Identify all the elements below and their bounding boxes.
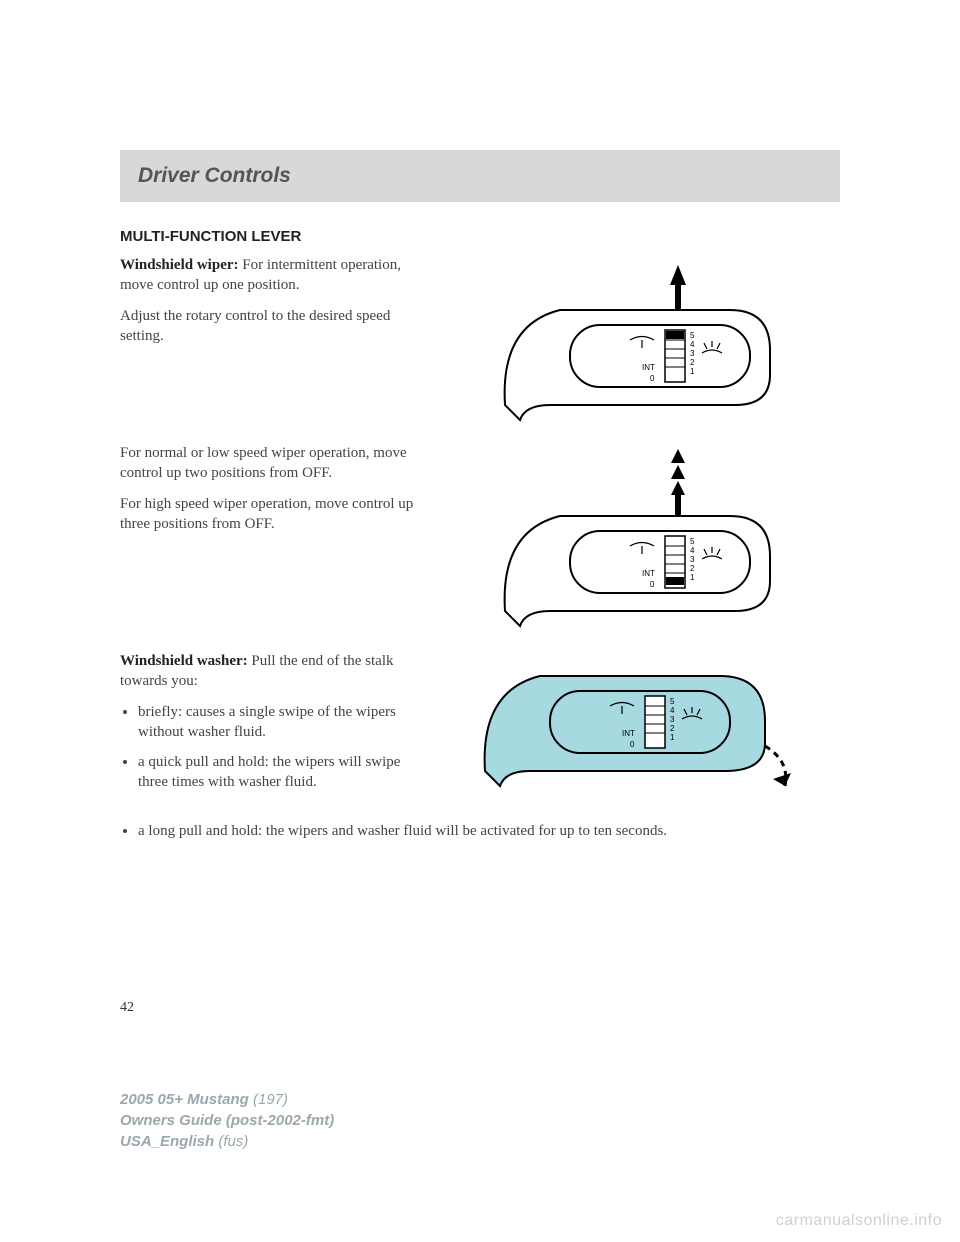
svg-text:2: 2 [670, 724, 675, 733]
svg-text:0: 0 [630, 740, 635, 749]
scale-5: 5 [690, 331, 695, 340]
lever-diagram-icon: 5 4 3 2 1 INT 0 [465, 651, 805, 801]
block-wiper-speed: For normal or low speed wiper operation,… [120, 443, 840, 633]
page-container: Driver Controls MULTI-FUNCTION LEVER Win… [0, 0, 960, 841]
footer-line: 2005 05+ Mustang (197) [120, 1089, 334, 1110]
list-item: a long pull and hold: the wipers and was… [138, 821, 778, 841]
svg-text:1: 1 [670, 733, 675, 742]
figure-lever-1: 5 4 3 2 1 INT 0 [430, 255, 840, 425]
zero-label: 0 [650, 374, 655, 383]
svg-text:INT: INT [642, 569, 655, 578]
text-col: For normal or low speed wiper operation,… [120, 443, 420, 633]
svg-text:INT: INT [622, 729, 635, 738]
lead-wiper: Windshield wiper: [120, 257, 239, 273]
block-washer: Windshield washer: Pull the end of the s… [120, 651, 840, 803]
svg-text:3: 3 [690, 555, 695, 564]
wide-bullet-list: a long pull and hold: the wipers and was… [138, 821, 778, 841]
paragraph: For high speed wiper operation, move con… [120, 494, 420, 535]
lever-diagram-icon: 5 4 3 2 1 INT 0 [470, 255, 800, 425]
page-title: Driver Controls [138, 164, 822, 188]
svg-text:2: 2 [690, 564, 695, 573]
int-label: INT [642, 363, 655, 372]
scale-4: 4 [690, 340, 695, 349]
block-wiper-intermittent: Windshield wiper: For intermittent opera… [120, 255, 840, 425]
paragraph: Windshield wiper: For intermittent opera… [120, 255, 420, 296]
footer: 2005 05+ Mustang (197) Owners Guide (pos… [120, 1089, 334, 1152]
footer-line: Owners Guide (post-2002-fmt) [120, 1110, 334, 1131]
page-number: 42 [120, 1000, 134, 1016]
text-col: Windshield wiper: For intermittent opera… [120, 255, 420, 425]
lever-diagram-icon: 5 4 3 2 1 INT 0 [470, 443, 800, 633]
svg-text:5: 5 [690, 537, 695, 546]
bullet-list: briefly: causes a single swipe of the wi… [138, 702, 420, 793]
paragraph: Windshield washer: Pull the end of the s… [120, 651, 420, 692]
text-col: Windshield washer: Pull the end of the s… [120, 651, 420, 803]
svg-text:4: 4 [670, 706, 675, 715]
scale-2: 2 [690, 358, 695, 367]
list-item: briefly: causes a single swipe of the wi… [138, 702, 420, 743]
lead-washer: Windshield washer: [120, 653, 248, 669]
scale-1: 1 [690, 367, 695, 376]
section-title: MULTI-FUNCTION LEVER [120, 228, 840, 245]
paragraph: Adjust the rotary control to the desired… [120, 306, 420, 347]
scale-3: 3 [690, 349, 695, 358]
figure-lever-2: 5 4 3 2 1 INT 0 [430, 443, 840, 633]
svg-text:3: 3 [670, 715, 675, 724]
list-item: a quick pull and hold: the wipers will s… [138, 752, 420, 793]
watermark: carmanualsonline.info [776, 1212, 942, 1230]
header-bar: Driver Controls [120, 150, 840, 202]
svg-text:5: 5 [670, 697, 675, 706]
footer-line: USA_English (fus) [120, 1131, 334, 1152]
figure-lever-3: 5 4 3 2 1 INT 0 [430, 651, 840, 803]
svg-text:1: 1 [690, 573, 695, 582]
paragraph: For normal or low speed wiper operation,… [120, 443, 420, 484]
svg-text:4: 4 [690, 546, 695, 555]
svg-text:0: 0 [650, 580, 655, 589]
